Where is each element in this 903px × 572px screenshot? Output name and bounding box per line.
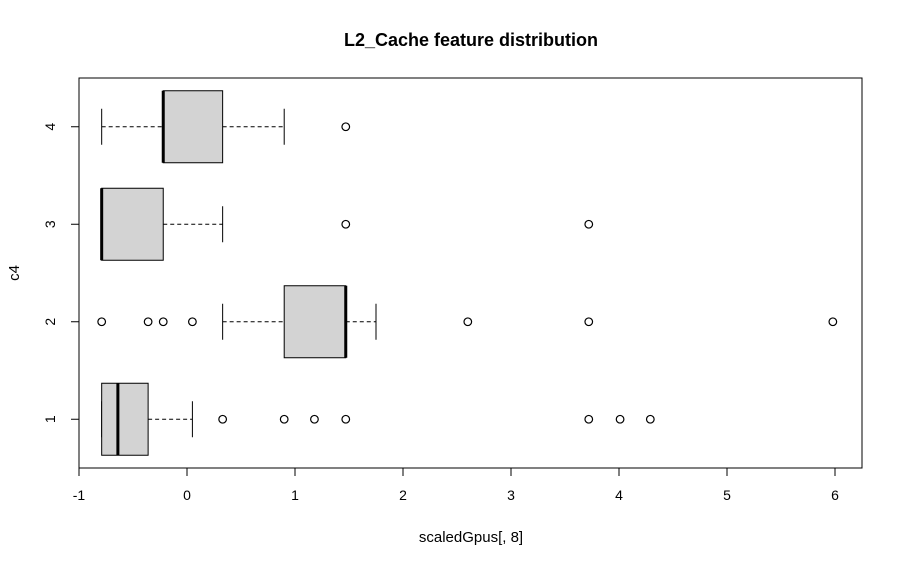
y-tick-label-2: 3 bbox=[42, 220, 58, 228]
outlier-3-1 bbox=[584, 219, 594, 229]
outlier-1-4 bbox=[584, 414, 594, 424]
outlier-1-5 bbox=[615, 414, 625, 424]
outlier-1-1 bbox=[279, 414, 289, 424]
outlier-1-0 bbox=[218, 414, 228, 424]
outlier-1-3 bbox=[341, 414, 351, 424]
y-tick-label-3: 4 bbox=[42, 123, 58, 131]
y-axis: 1 2 3 4 bbox=[42, 123, 80, 423]
x-tick-label-5: 4 bbox=[615, 487, 623, 503]
box-group-2 bbox=[97, 285, 838, 359]
outlier-4-0 bbox=[341, 122, 351, 132]
boxes-layer bbox=[97, 90, 838, 456]
outlier-3-0 bbox=[341, 219, 351, 229]
box-3 bbox=[101, 187, 164, 261]
chart-title: L2_Cache feature distribution bbox=[344, 30, 598, 50]
x-tick-label-6: 5 bbox=[723, 487, 731, 503]
box-2 bbox=[283, 285, 347, 359]
outlier-2-2 bbox=[158, 317, 168, 327]
x-tick-label-4: 3 bbox=[507, 487, 515, 503]
box-4 bbox=[162, 90, 224, 164]
outlier-1-2 bbox=[310, 414, 319, 424]
x-tick-label-0: -1 bbox=[73, 487, 86, 503]
outlier-1-6 bbox=[645, 414, 655, 424]
outlier-2-0 bbox=[97, 317, 107, 327]
x-tick-label-2: 1 bbox=[291, 487, 299, 503]
y-tick-label-1: 2 bbox=[42, 318, 58, 326]
box-group-1 bbox=[101, 382, 655, 456]
outlier-2-4 bbox=[463, 317, 473, 327]
outlier-2-6 bbox=[828, 317, 838, 327]
y-axis-label: c4 bbox=[6, 265, 23, 281]
x-tick-label-3: 2 bbox=[399, 487, 407, 503]
outlier-2-5 bbox=[584, 317, 594, 327]
x-tick-label-7: 6 bbox=[831, 487, 839, 503]
x-tick-label-1: 0 bbox=[183, 487, 191, 503]
x-axis: -1 0 1 2 3 4 5 6 bbox=[73, 467, 839, 503]
outlier-2-1 bbox=[143, 317, 153, 327]
y-tick-label-0: 1 bbox=[42, 415, 58, 423]
box-group-4 bbox=[101, 90, 351, 164]
box-group-3 bbox=[100, 187, 594, 261]
box-1 bbox=[101, 382, 149, 456]
x-axis-label: scaledGpus[, 8] bbox=[419, 529, 523, 546]
outlier-2-3 bbox=[187, 317, 197, 327]
